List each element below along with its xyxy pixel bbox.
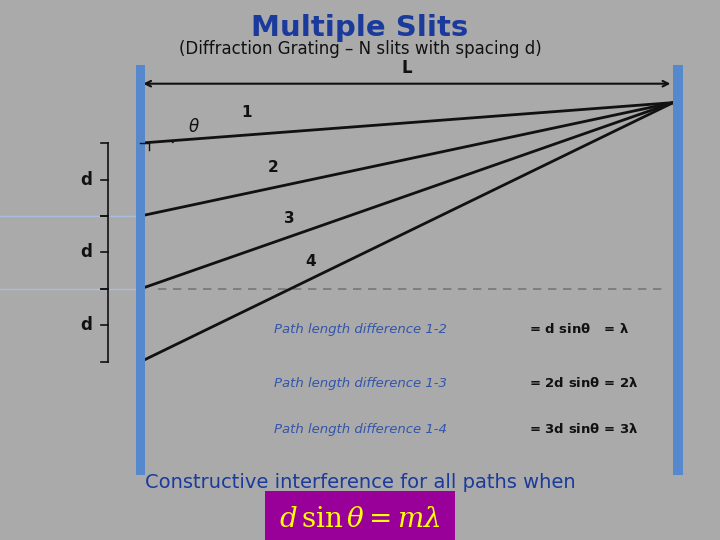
Text: Constructive interference for all paths when: Constructive interference for all paths … [145, 472, 575, 491]
Bar [673, 65, 683, 475]
Text: $d\,\sin\theta = m\lambda$: $d\,\sin\theta = m\lambda$ [279, 505, 441, 533]
Text: d: d [81, 171, 92, 188]
Bar [135, 65, 145, 475]
Text: Path length difference 1-2: Path length difference 1-2 [274, 323, 446, 336]
Text: 4: 4 [305, 254, 316, 269]
Text: d: d [81, 316, 92, 334]
Text: (Diffraction Grating – N slits with spacing d): (Diffraction Grating – N slits with spac… [179, 40, 541, 58]
Text: Path length difference 1-3: Path length difference 1-3 [274, 377, 446, 390]
Text: 2: 2 [269, 160, 279, 175]
Text: d: d [81, 244, 92, 261]
Text: = d sin$\mathbf{\theta}$   = $\mathbf{\lambda}$: = d sin$\mathbf{\theta}$ = $\mathbf{\lam… [529, 322, 629, 336]
Text: Path length difference 1-4: Path length difference 1-4 [274, 423, 446, 436]
Text: 3: 3 [284, 211, 295, 226]
Text: $\theta$: $\theta$ [189, 118, 200, 136]
Text: Multiple Slits: Multiple Slits [251, 14, 469, 42]
Text: 1: 1 [242, 105, 252, 120]
Text: = 3d sin$\mathbf{\theta}$ = 3$\mathbf{\lambda}$: = 3d sin$\mathbf{\theta}$ = 3$\mathbf{\l… [529, 422, 639, 436]
Text: L: L [402, 59, 412, 77]
Text: = 2d sin$\mathbf{\theta}$ = 2$\mathbf{\lambda}$: = 2d sin$\mathbf{\theta}$ = 2$\mathbf{\l… [529, 376, 639, 390]
